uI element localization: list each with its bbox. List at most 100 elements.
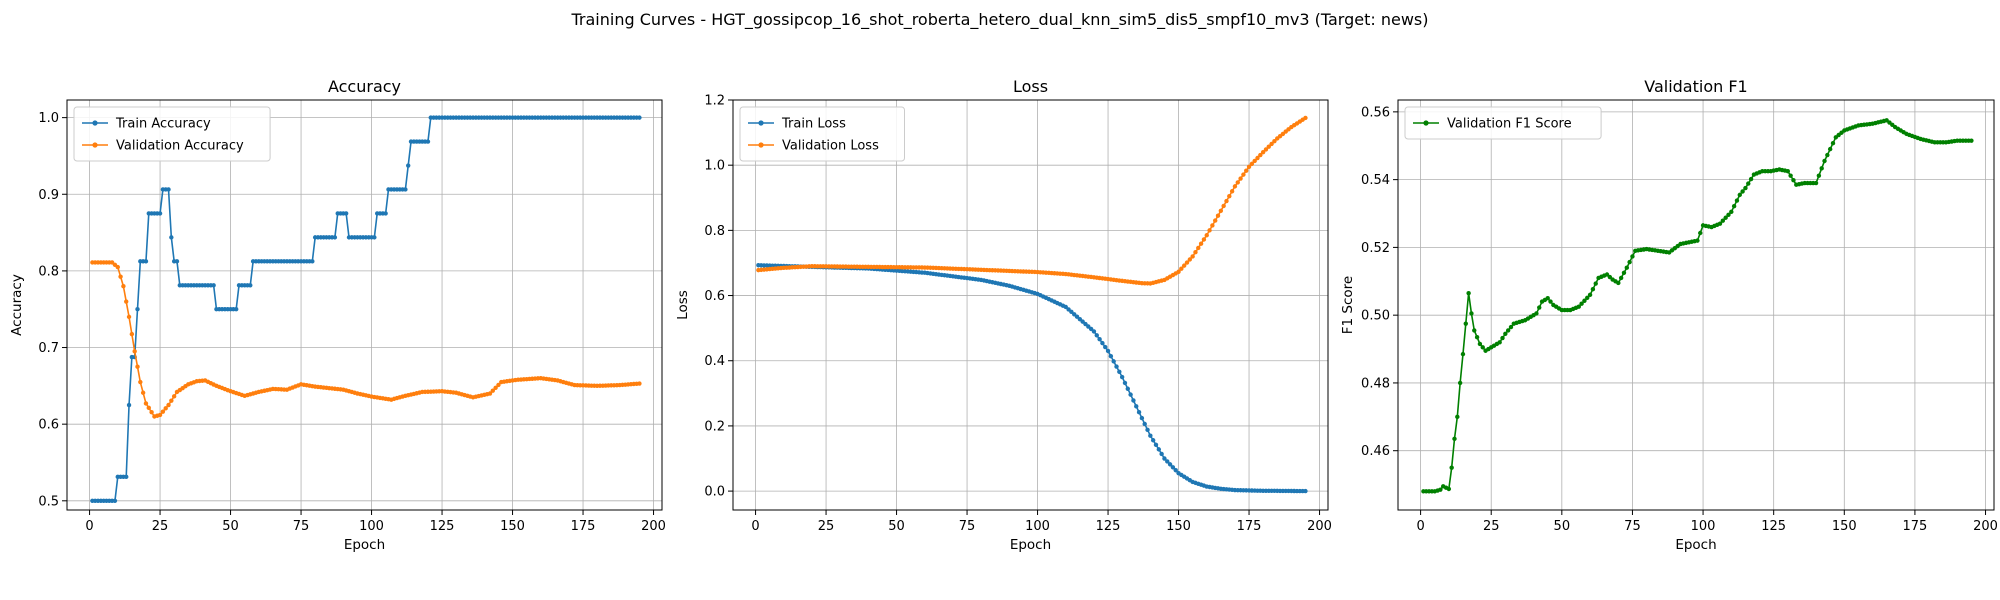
- data-point-144: [493, 385, 498, 390]
- series-line: [758, 264, 1306, 492]
- x-tick-label-1: 25: [818, 519, 835, 534]
- x-tick-label-2: 50: [222, 519, 239, 534]
- data-point-73: [1624, 265, 1630, 270]
- series-2: [90, 260, 642, 419]
- data-point-28: [1497, 340, 1502, 345]
- chart-panel-2: 0 25 50 75 100 125 150 175 200 0.0 0.2 0.4 0.6 0.8 1.0…: [675, 77, 1332, 553]
- data-point-87: [332, 235, 338, 240]
- data-point-14: [126, 314, 132, 320]
- data-point-71: [1618, 275, 1624, 281]
- data-point-12: [121, 284, 126, 289]
- chart-panel-1: 0 25 50 75 100 125 150 175 200 0.5 0.6 0.7 0.8 0.9 1.0…: [9, 77, 666, 553]
- y-tick-label-0: 0.46: [1361, 444, 1390, 459]
- data-point-58: [1582, 298, 1587, 303]
- data-point-140: [1813, 180, 1819, 186]
- y-axis-label: Loss: [675, 290, 691, 320]
- x-tick-label-6: 150: [500, 519, 525, 534]
- x-tick-label-2: 50: [1554, 519, 1571, 534]
- data-point-152: [1181, 263, 1187, 268]
- data-point-128: [1114, 364, 1119, 369]
- y-tick-label-3: 0.52: [1361, 241, 1390, 256]
- data-point-112: [403, 187, 408, 192]
- chart-panel-3: 0 25 50 75 100 125 150 175 200 0.46 0.48 0.50 0.52 0.…: [1340, 77, 1998, 553]
- data-point-182: [1266, 144, 1271, 149]
- data-point-137: [1139, 415, 1145, 421]
- x-tick-label-3: 75: [1624, 519, 1641, 534]
- data-point-107: [1720, 218, 1726, 223]
- x-tick-label-5: 125: [430, 519, 455, 534]
- legend-label-2: Validation Accuracy: [116, 139, 244, 154]
- data-point-167: [1224, 198, 1229, 204]
- x-axis-label: Epoch: [1010, 537, 1051, 553]
- data-point-45: [1545, 296, 1550, 301]
- data-point-56: [1576, 304, 1581, 309]
- legend-swatch-marker-1: [92, 120, 98, 126]
- y-tick-label-0: 0.0: [704, 485, 725, 500]
- data-point-179: [1258, 152, 1263, 158]
- data-point-106: [1717, 221, 1723, 226]
- data-point-120: [425, 139, 431, 144]
- data-point-30: [1503, 331, 1508, 336]
- y-tick-label-2: 0.4: [704, 354, 725, 369]
- data-point-7: [1438, 487, 1443, 492]
- data-point-29: [169, 235, 174, 240]
- data-point-153: [1184, 260, 1190, 265]
- data-point-17: [135, 307, 140, 312]
- legend-box: [1404, 106, 1602, 140]
- data-point-148: [1170, 465, 1176, 470]
- y-tick-label-5: 1.0: [38, 111, 59, 126]
- data-point-110: [1729, 209, 1734, 215]
- x-axis-label: Epoch: [1675, 537, 1716, 553]
- data-point-99: [1698, 230, 1703, 236]
- data-point-172: [1238, 176, 1243, 181]
- data-point-143: [490, 388, 496, 393]
- y-tick-label-3: 0.8: [38, 264, 59, 279]
- data-point-109: [1726, 212, 1731, 217]
- data-point-31: [174, 259, 180, 264]
- data-point-135: [1134, 404, 1139, 409]
- data-point-157: [1196, 245, 1201, 251]
- data-point-126: [1108, 353, 1114, 359]
- data-point-156: [1193, 250, 1198, 255]
- legend-swatch-marker-1: [1423, 120, 1429, 126]
- data-point-42: [1537, 305, 1542, 310]
- data-point-15: [129, 331, 135, 337]
- data-point-143: [1156, 447, 1162, 452]
- data-point-151: [1179, 266, 1184, 271]
- y-tick-label-1: 0.6: [38, 418, 59, 433]
- data-point-10: [115, 264, 120, 270]
- data-point-146: [1830, 141, 1836, 146]
- data-point-21: [146, 405, 151, 411]
- x-tick-label-7: 175: [571, 519, 596, 534]
- x-tick-label-6: 150: [1832, 519, 1857, 534]
- data-point-115: [1743, 185, 1748, 191]
- y-tick-label-6: 1.2: [704, 94, 725, 109]
- data-point-70: [1616, 280, 1621, 286]
- data-point-67: [1607, 274, 1613, 280]
- data-point-91: [343, 211, 349, 216]
- data-point-117: [1748, 176, 1754, 182]
- data-point-41: [1534, 311, 1539, 316]
- data-point-168: [1227, 193, 1232, 199]
- data-point-66: [1604, 272, 1610, 277]
- x-tick-label-8: 200: [1973, 519, 1998, 534]
- data-point-140: [1148, 433, 1153, 438]
- x-tick-label-8: 200: [641, 519, 666, 534]
- data-point-18: [138, 379, 143, 385]
- data-point-61: [1590, 286, 1596, 292]
- data-point-44: [211, 283, 216, 288]
- data-point-14: [126, 402, 132, 408]
- data-point-144: [1825, 152, 1830, 158]
- legend-box: [739, 106, 905, 162]
- data-point-74: [1627, 259, 1632, 265]
- data-point-141: [1150, 438, 1156, 443]
- data-point-112: [1734, 198, 1740, 203]
- data-point-11: [1449, 465, 1454, 470]
- data-point-164: [1215, 213, 1221, 218]
- figure-title: Training Curves - HGT_gossipcop_16_shot_…: [571, 10, 1429, 29]
- data-point-13: [1455, 414, 1460, 420]
- data-point-129: [1117, 369, 1122, 375]
- y-tick-label-5: 0.56: [1361, 105, 1390, 120]
- data-point-133: [1128, 392, 1133, 397]
